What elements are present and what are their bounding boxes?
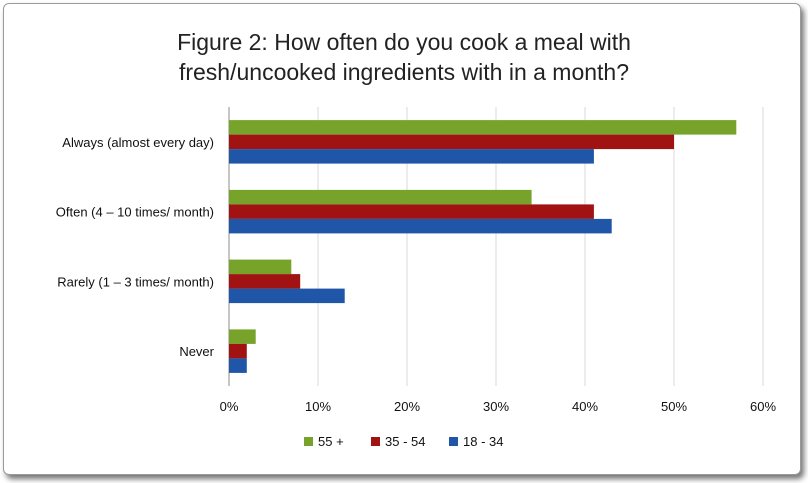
bars [229,120,737,373]
legend-swatch [449,437,458,446]
bar [229,274,301,289]
x-tick-label: 20% [394,399,420,414]
chart-frame [3,3,801,475]
category-label: Often (4 – 10 times/ month) [56,205,214,220]
bar [229,134,674,150]
x-tick-label: 0% [220,399,239,414]
chart-title-line-2: fresh/uncooked ingredients with in a mon… [179,59,629,85]
category-label: Rarely (1 – 3 times/ month) [57,274,214,289]
bar [229,329,256,344]
x-tick-label: 60% [750,399,776,414]
chart-title: Figure 2: How often do you cook a meal w… [177,29,631,85]
chart-title-line-1: Figure 2: How often do you cook a meal w… [177,29,631,55]
bar [229,204,594,219]
bar [229,189,532,205]
bar [229,218,612,234]
x-tick-label: 40% [572,399,598,414]
bar [229,149,594,164]
legend-label: 18 - 34 [463,434,503,449]
legend-swatch [304,437,313,446]
bar [229,343,247,359]
x-tick-label: 30% [483,399,509,414]
bar [229,120,737,135]
x-tick-label: 50% [661,399,687,414]
legend-label: 35 - 54 [385,434,425,449]
x-tick-labels: 0% 10% 20% 30% 40% 50% 60% [220,399,777,414]
bar [229,288,345,304]
category-label: Always (almost every day) [62,135,214,150]
bar [229,259,292,275]
legend: 55 + 35 - 54 18 - 34 [304,434,503,449]
bar [229,358,247,373]
category-labels: Always (almost every day) Often (4 – 10 t… [56,135,215,359]
legend-label: 55 + [318,434,344,449]
category-label: Never [179,344,214,359]
x-tick-label: 10% [305,399,331,414]
legend-swatch [371,437,380,446]
